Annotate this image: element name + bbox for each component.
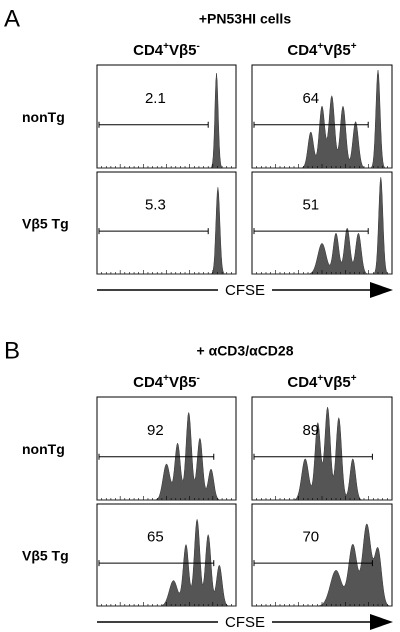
histogram [97, 187, 236, 275]
row-label: nonTg [22, 441, 65, 457]
gate-percent: 70 [302, 529, 319, 546]
histogram [97, 411, 236, 501]
header-text: CD4 [287, 42, 318, 59]
gate-percent: 2.1 [145, 90, 166, 107]
superscript: + [351, 41, 357, 52]
gate-percent: 89 [302, 422, 319, 439]
header-text: CD4 [133, 374, 164, 391]
panel-letter: B [4, 337, 20, 364]
superscript: + [163, 41, 169, 52]
row-label: Vβ5 Tg [22, 216, 69, 232]
superscript: + [317, 41, 323, 52]
histogram [252, 70, 392, 169]
arrow-head [370, 282, 393, 298]
gate-percent: 65 [147, 529, 164, 546]
superscript: + [351, 373, 357, 384]
x-axis-label: CFSE [225, 282, 265, 299]
header-text: Vβ5 [323, 42, 351, 59]
gate-percent: 92 [147, 422, 164, 439]
histogram [252, 407, 392, 501]
gate-percent: 64 [302, 90, 319, 107]
gate-percent: 5.3 [145, 197, 166, 214]
label-bg [218, 281, 272, 299]
arrow-head [370, 614, 393, 630]
histogram [97, 518, 236, 607]
header-text: CD4 [133, 42, 164, 59]
histogram [252, 177, 392, 275]
column-header: CD4+Vβ5- [133, 41, 200, 59]
histogram [252, 523, 392, 607]
panel-letter: A [4, 5, 20, 32]
x-axis-label: CFSE [225, 614, 265, 631]
column-header: CD4+Vβ5- [133, 373, 200, 391]
superscript: + [163, 373, 169, 384]
column-header: CD4+Vβ5+ [287, 41, 356, 59]
row-label: nonTg [22, 109, 65, 125]
superscript: + [317, 373, 323, 384]
header-text: Vβ5 [169, 374, 197, 391]
header-text: Vβ5 [169, 42, 197, 59]
header-text: Vβ5 [323, 374, 351, 391]
gate-percent: 51 [302, 197, 319, 214]
panel-title: +PN53HI cells [199, 11, 291, 27]
superscript: - [197, 373, 200, 384]
superscript: - [197, 41, 200, 52]
label-bg [218, 613, 272, 631]
column-header: CD4+Vβ5+ [287, 373, 356, 391]
header-text: CD4 [287, 374, 318, 391]
histogram [97, 73, 236, 169]
panel-title: + αCD3/αCD28 [197, 343, 294, 359]
row-label: Vβ5 Tg [22, 548, 69, 564]
